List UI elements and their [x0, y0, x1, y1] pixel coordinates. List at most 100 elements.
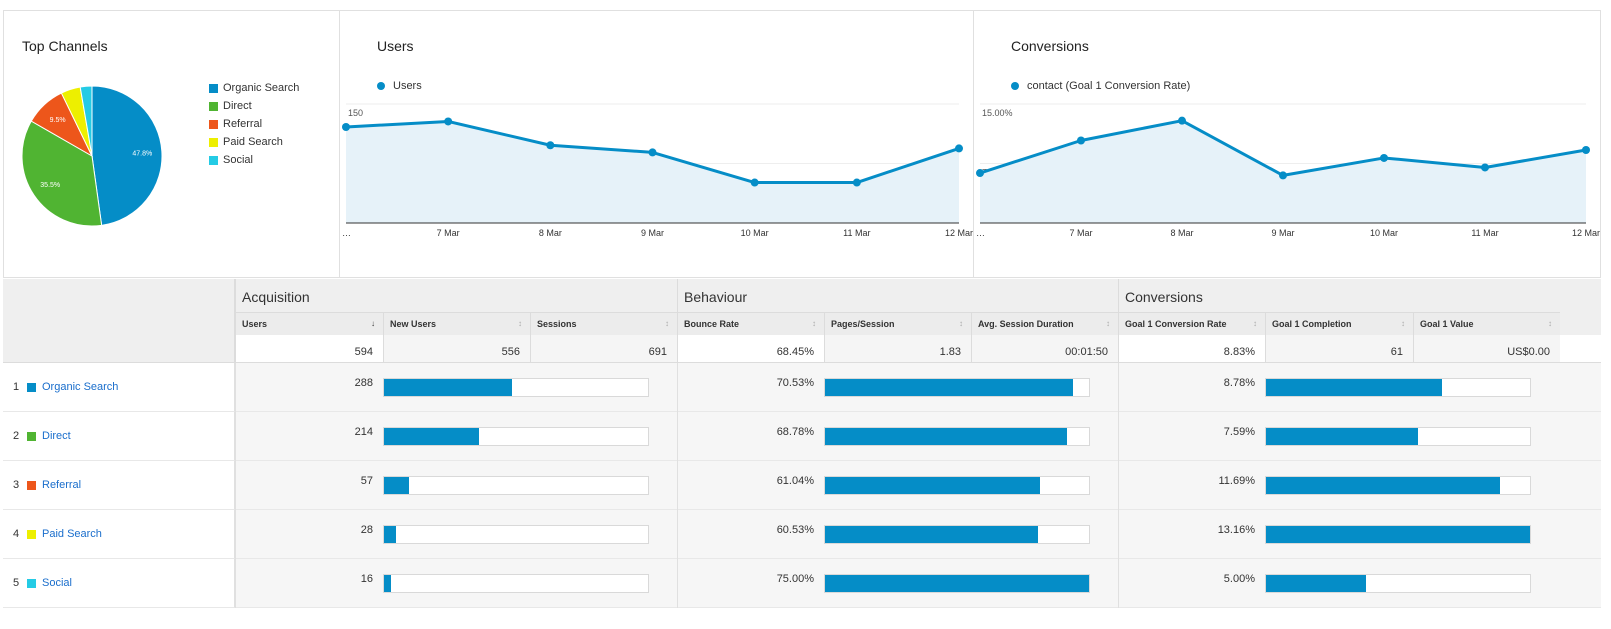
sort-arrow-icon[interactable]: ↕ [1253, 319, 1257, 328]
table-group-behaviour: Behaviour [677, 279, 1118, 312]
conversions-series-legend: contact (Goal 1 Conversion Rate) [1011, 80, 1190, 92]
sort-arrow-icon[interactable]: ↕ [959, 319, 963, 328]
users-data-point[interactable] [546, 141, 555, 150]
row-bar-fill [384, 526, 397, 543]
pie-slice-label: 47.8% [132, 151, 152, 158]
sort-arrow-icon[interactable]: ↕ [518, 319, 522, 328]
row-color-swatch [27, 382, 36, 392]
group-separator [677, 363, 678, 608]
channel-link[interactable]: Social [42, 577, 72, 589]
sort-arrow-icon[interactable]: ↕ [1401, 319, 1405, 328]
row-number: 5 [13, 577, 20, 589]
total-users: 594 [235, 335, 383, 363]
conversions-x-tick-label: 9 Mar [1271, 228, 1294, 238]
row-bar-fill [384, 428, 479, 445]
legend-item-social[interactable]: Social [209, 151, 299, 169]
legend-item-direct[interactable]: Direct [209, 97, 299, 115]
conversions-chart-title: Conversions [1011, 38, 1089, 54]
row-bar-fill [1266, 477, 1501, 494]
row-bar-users [383, 378, 649, 397]
pie-slice-direct[interactable] [21, 120, 103, 227]
sort-arrow-icon[interactable]: ↕ [812, 319, 816, 328]
table-row-label-direct: 2 Direct [3, 412, 235, 461]
conversions-series-label: contact (Goal 1 Conversion Rate) [1027, 80, 1191, 92]
legend-item-organic-search[interactable]: Organic Search [209, 79, 299, 97]
column-header-pages-session[interactable]: Pages/Session ↕ [824, 312, 971, 335]
channel-link[interactable]: Referral [42, 479, 82, 491]
users-area [346, 121, 959, 223]
column-header-sessions[interactable]: Sessions ↕ [530, 312, 677, 335]
users-series-label: Users [393, 80, 422, 92]
users-data-point[interactable] [750, 178, 759, 187]
conversions-data-point[interactable] [1077, 136, 1085, 145]
channel-link[interactable]: Direct [42, 430, 71, 442]
row-bar-bounce-rate [824, 525, 1090, 544]
row-bar-fill [384, 379, 513, 396]
conversions-x-tick-label: 11 Mar [1471, 228, 1498, 238]
table-row-label-organic-search: 1 Organic Search [3, 363, 235, 412]
pie-slice-social[interactable] [79, 85, 93, 157]
row-bar-bounce-rate [824, 378, 1090, 397]
column-header-bounce-rate[interactable]: Bounce Rate ↕ [677, 312, 824, 335]
total-avg-session-duration: 00:01:50 [971, 335, 1118, 363]
conversions-data-point[interactable] [976, 169, 984, 178]
total-sessions: 691 [530, 335, 677, 363]
users-data-point[interactable] [444, 117, 453, 126]
users-data-point[interactable] [852, 178, 861, 187]
table-row-label-paid-search: 4 Paid Search [3, 510, 235, 559]
legend-item-referral[interactable]: Referral [209, 115, 299, 133]
total-new-users: 556 [383, 335, 530, 363]
row-color-swatch [27, 529, 36, 539]
column-header-users[interactable]: Users ↓ [235, 312, 383, 335]
top-channels-title: Top Channels [22, 38, 108, 54]
conversions-data-point[interactable] [1178, 116, 1186, 125]
legend-swatch [209, 155, 218, 165]
column-header-goal-1-completion[interactable]: Goal 1 Completion ↕ [1265, 312, 1413, 335]
sort-arrow-down-icon[interactable]: ↓ [371, 319, 375, 328]
row-value-bounce-rate: 68.78% [776, 426, 814, 438]
top-channels-panel: Top Channels 47.8% 35.5% 9.5% Organic Sear… [3, 10, 340, 278]
conversions-data-point[interactable] [1279, 171, 1287, 180]
users-x-tick-label: 12 Mar [945, 228, 973, 238]
conversions-x-tick-label: … [976, 228, 985, 238]
users-data-point[interactable] [648, 148, 657, 157]
column-header-goal-1-conversion-rate[interactable]: Goal 1 Conversion Rate ↕ [1118, 312, 1265, 335]
sort-arrow-icon[interactable]: ↕ [1548, 319, 1552, 328]
column-header-avg-session-duration[interactable]: Avg. Session Duration ↕ [971, 312, 1118, 335]
row-value-goal-conversion-rate: 11.69% [1218, 475, 1256, 487]
conversions-data-point[interactable] [1380, 153, 1388, 162]
legend-item-paid-search[interactable]: Paid Search [209, 133, 299, 151]
users-x-tick-label: 9 Mar [641, 228, 664, 238]
row-bar-bounce-rate [824, 427, 1090, 446]
users-series-legend: Users [377, 80, 422, 92]
row-bar-users [383, 574, 649, 593]
channel-link[interactable]: Paid Search [42, 528, 102, 540]
conversions-chart-panel: Conversions contact (Goal 1 Conversion R… [973, 10, 1601, 278]
pie-slice-organic-search[interactable] [91, 85, 163, 226]
legend-label: Referral [223, 118, 263, 130]
users-data-point[interactable] [342, 123, 350, 132]
conversions-area [980, 120, 1586, 223]
column-header-goal-1-value[interactable]: Goal 1 Value ↕ [1413, 312, 1560, 335]
column-header-new-users[interactable]: New Users ↕ [383, 312, 530, 335]
row-bar-fill [384, 477, 410, 494]
row-bar-fill [825, 379, 1074, 396]
sort-arrow-icon[interactable]: ↕ [665, 319, 669, 328]
legend-swatch [209, 101, 218, 111]
legend-label: Direct [223, 100, 252, 112]
channel-link[interactable]: Organic Search [42, 381, 119, 393]
conversions-data-point[interactable] [1481, 163, 1489, 172]
row-bar-fill [1266, 428, 1419, 445]
row-bar-fill [825, 575, 1089, 592]
row-value-users: 28 [360, 524, 373, 536]
conversions-x-tick-label: 10 Mar [1370, 228, 1398, 238]
sort-arrow-icon[interactable]: ↕ [1106, 319, 1110, 328]
series-dot-icon [377, 82, 385, 90]
users-x-tick-label: 7 Mar [437, 228, 460, 238]
column-header-label: Avg. Session Duration [978, 319, 1074, 329]
users-data-point[interactable] [955, 144, 963, 153]
conversions-data-point[interactable] [1582, 146, 1590, 155]
row-value-users: 16 [360, 573, 373, 585]
